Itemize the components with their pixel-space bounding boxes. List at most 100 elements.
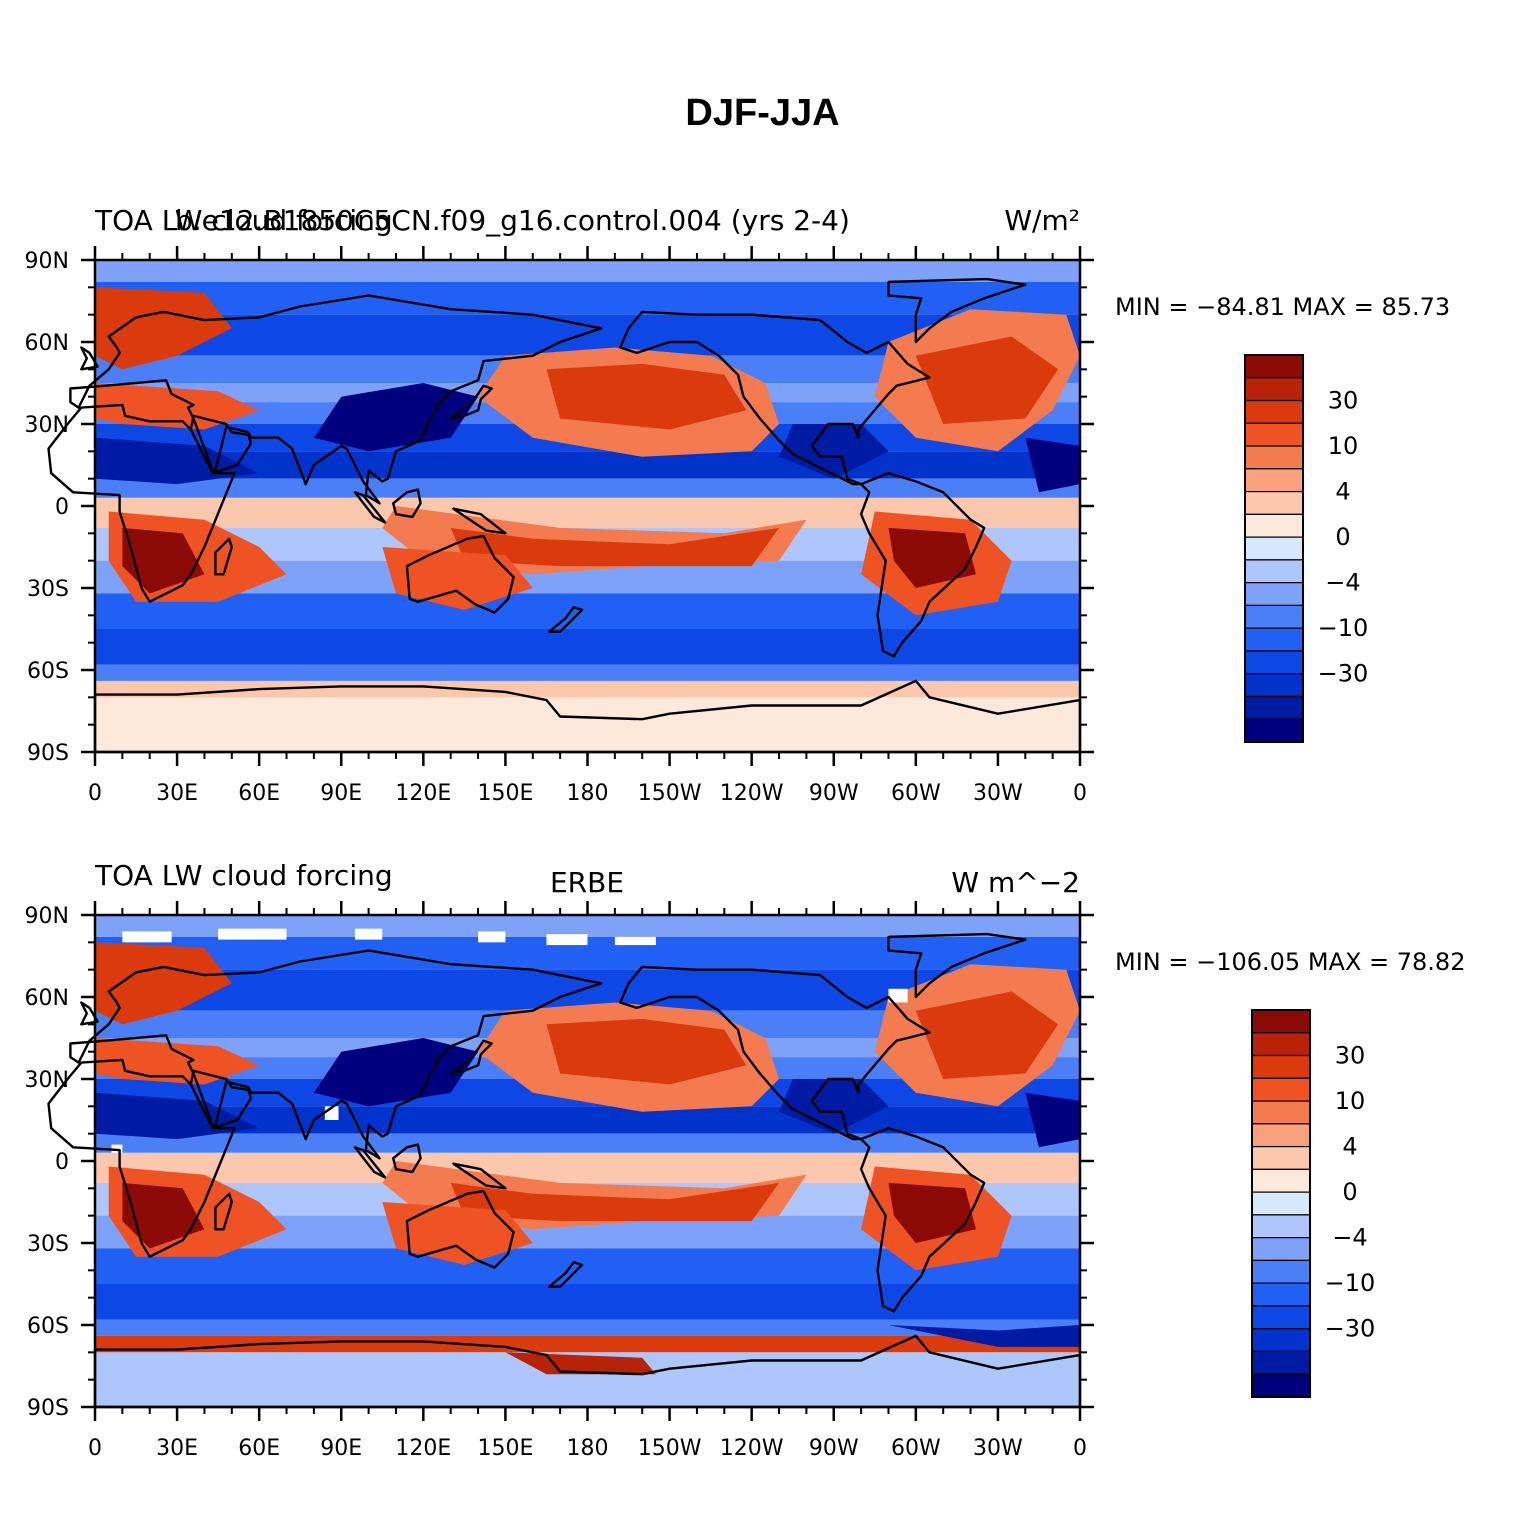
colorbar: 30 10 4 0 −4 −10 −30: [1251, 1009, 1376, 1398]
lon-tick-label: 60W: [891, 781, 941, 806]
field-band: [95, 1133, 1080, 1153]
colorbar-box: [1251, 1282, 1311, 1307]
colorbar-label: 30: [1335, 1042, 1366, 1070]
coastline-south_america: [859, 472, 986, 658]
lon-tick-label: 90W: [809, 781, 859, 806]
colorbar-box: [1251, 1214, 1311, 1239]
lat-tick-label: 90S: [27, 1396, 69, 1421]
panel-units: W/m²: [1004, 204, 1080, 237]
missing-data-mask: [111, 1144, 123, 1153]
map-area: [47, 913, 1082, 1409]
panel-title-case: b.e12.B1850C5CN.f09_g16.control.004 (yrs…: [175, 204, 850, 237]
coastline-madagascar: [214, 1192, 234, 1231]
colorbar-box: [1251, 1259, 1311, 1284]
colorbar-box: [1244, 536, 1304, 561]
colorbar-label: 0: [1342, 1178, 1357, 1206]
lat-tick-label: 30N: [25, 413, 69, 438]
field-band: [95, 629, 1080, 665]
panel-title-left: TOA LW cloud forcing: [94, 204, 393, 237]
lat-tick-label: 60S: [27, 1314, 69, 1339]
lon-tick-label: 60E: [238, 1436, 280, 1461]
map-axes: 90N 60N 30N 0 30S 60S 90S 0 30E 60E 90E 120E 150E 180…: [25, 246, 1094, 806]
caribbean-negative: [779, 424, 889, 479]
europe-positive: [95, 942, 232, 1025]
colorbar-box: [1244, 673, 1304, 698]
coastline-new_zealand: [548, 605, 584, 633]
ross-positive: [505, 1352, 656, 1375]
coastline-new_zealand: [548, 1260, 584, 1288]
lon-tick-label: 150W: [638, 781, 702, 806]
coastline-japan: [449, 384, 493, 420]
colorbar-box: [1251, 1123, 1311, 1148]
lon-tick-label: 30W: [973, 1436, 1023, 1461]
atlantic-negative-core: [1025, 1092, 1080, 1148]
s-africa-core: [122, 1182, 205, 1249]
colorbar-box: [1251, 1373, 1311, 1398]
colorbar-box: [1251, 1145, 1311, 1170]
colorbar-frame: [1251, 1009, 1311, 1398]
field-band: [95, 281, 1080, 315]
lat-tick-label: 60S: [27, 659, 69, 684]
missing-data-mask: [122, 931, 172, 943]
lon-tick-label: 150W: [638, 1436, 702, 1461]
panel-title-center: ERBE: [550, 866, 624, 899]
colorbar-box: [1251, 1054, 1311, 1079]
field-band: [95, 260, 1080, 282]
model-panel: TOA LW cloud forcing b.e12.B1850C5CN.f09…: [25, 204, 1451, 806]
lon-tick-label: 120W: [720, 781, 784, 806]
colorbar-label: −30: [1318, 660, 1369, 688]
colorbar-box: [1244, 445, 1304, 470]
colorbar-box: [1244, 604, 1304, 629]
colorbar-label: 0: [1335, 523, 1350, 551]
lon-tick-label: 30W: [973, 781, 1023, 806]
colorbar-box: [1244, 422, 1304, 447]
asia-negative-core: [313, 1038, 479, 1107]
coastline-arabia_inset: [189, 414, 253, 475]
colorbar-box: [1244, 650, 1304, 675]
field-band: [95, 1319, 1080, 1336]
colorbar-label: 10: [1328, 432, 1359, 460]
lon-tick-label: 0: [1073, 781, 1087, 806]
lon-tick-label: 120E: [395, 781, 451, 806]
colorbar-label: 4: [1335, 478, 1350, 506]
coastline-greenland: [887, 932, 1027, 999]
missing-data-mask: [614, 936, 656, 946]
lat-tick-label: 90S: [27, 741, 69, 766]
coastline-madagascar: [214, 537, 234, 576]
n-pacific-core: [546, 1018, 747, 1085]
spcz-core: [450, 527, 779, 567]
lon-tick-label: 120E: [395, 1436, 451, 1461]
colorbar-box: [1244, 513, 1304, 538]
colorbar-box: [1244, 718, 1304, 743]
map-axes: 90N 60N 30N 0 30S 60S 90S 0 30E 60E 90E 120E 150E 180…: [25, 901, 1094, 1461]
coastline-sumatra: [353, 491, 387, 524]
lat-tick-label: 90N: [25, 904, 69, 929]
colorbar-box: [1251, 1009, 1311, 1034]
colorbar-box: [1251, 1328, 1311, 1353]
coastline-borneo: [392, 1143, 422, 1174]
colorbar-box: [1244, 399, 1304, 424]
coastline-africa: [47, 1058, 236, 1258]
lon-tick-label: 120W: [720, 1436, 784, 1461]
missing-data-mask: [888, 988, 908, 1003]
colorbar-frame: [1244, 354, 1304, 743]
lon-tick-label: 90E: [320, 1436, 362, 1461]
coastline-north_america: [619, 965, 931, 1141]
lon-tick-label: 150E: [477, 1436, 533, 1461]
lat-tick-label: 60N: [25, 331, 69, 356]
lat-tick-label: 30N: [25, 1068, 69, 1093]
lat-tick-label: 0: [55, 1150, 69, 1175]
colorbar-label: −10: [1325, 1269, 1376, 1297]
lon-tick-label: 30E: [156, 781, 198, 806]
colorbar-label: 4: [1342, 1133, 1357, 1161]
obs-panel: TOA LW cloud forcing ERBE W m^−2 90N 60N 3…: [25, 859, 1466, 1461]
field-band: [95, 478, 1080, 498]
coastline-north_america: [619, 310, 931, 486]
lon-tick-label: 0: [1073, 1436, 1087, 1461]
coastline-new_guinea: [452, 1162, 507, 1190]
coastline-australia: [405, 1189, 515, 1269]
coastline-south_america: [859, 1127, 986, 1313]
field-band: [95, 664, 1080, 681]
lat-tick-label: 60N: [25, 986, 69, 1011]
coastline-australia: [405, 534, 515, 614]
